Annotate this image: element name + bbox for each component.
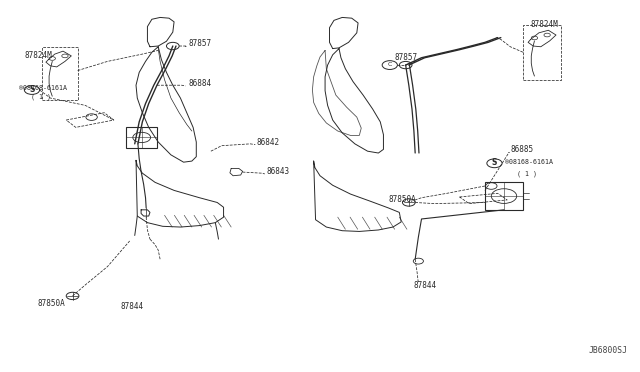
Text: S: S <box>29 85 35 94</box>
Text: 86884: 86884 <box>188 79 211 88</box>
Text: 87844: 87844 <box>413 281 436 290</box>
Text: JB6800SJ: JB6800SJ <box>589 346 628 355</box>
Text: ( 1 ): ( 1 ) <box>516 171 537 177</box>
Text: 86843: 86843 <box>266 167 289 176</box>
Text: ( 1 ): ( 1 ) <box>31 94 51 100</box>
Text: 87824M: 87824M <box>531 20 558 29</box>
Text: 87857: 87857 <box>188 39 211 48</box>
Text: 87824M: 87824M <box>25 51 52 61</box>
Text: 86842: 86842 <box>257 138 280 147</box>
Text: 86885: 86885 <box>510 145 534 154</box>
FancyBboxPatch shape <box>485 182 523 210</box>
Text: ®08168-6161A: ®08168-6161A <box>505 159 553 166</box>
Text: C: C <box>388 62 392 67</box>
Text: 87850A: 87850A <box>38 299 65 308</box>
FancyBboxPatch shape <box>127 127 157 148</box>
Text: ®08168-6161A: ®08168-6161A <box>19 85 67 91</box>
Text: 87850A: 87850A <box>388 195 416 204</box>
Text: 87857: 87857 <box>395 53 418 62</box>
Text: S: S <box>492 158 497 167</box>
Text: 87844: 87844 <box>120 302 143 311</box>
